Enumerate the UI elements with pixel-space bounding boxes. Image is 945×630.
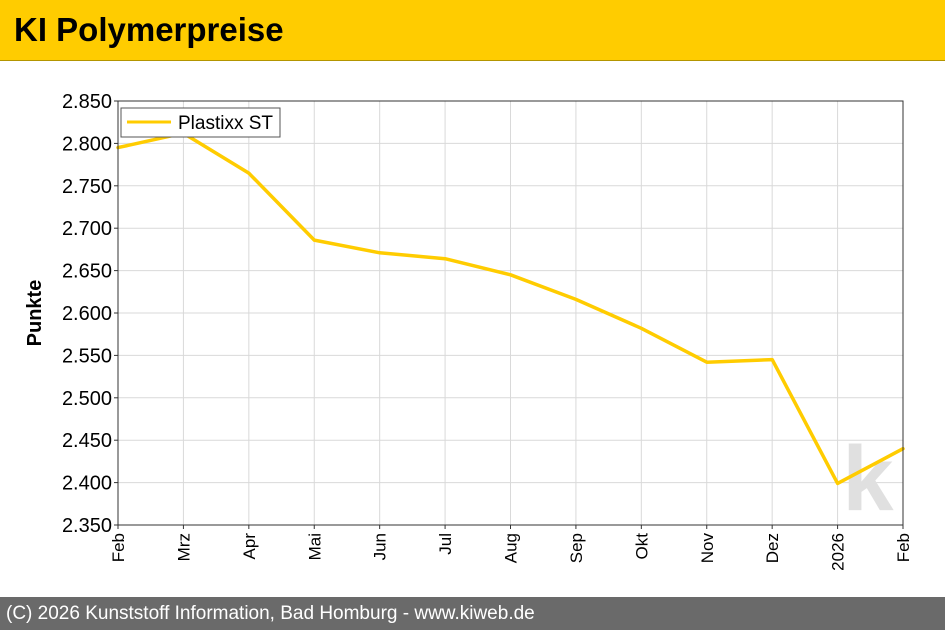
x-axis-ticks: Feb Mrz Apr Mai Jun Jul Aug Sep Okt Nov Dez 2026 Feb (109, 525, 913, 571)
y-tick-label: 2.600 (62, 303, 112, 325)
legend-label: Plastixx ST (178, 113, 273, 134)
series-line-plastixx-st (116, 131, 905, 486)
kiweb-watermark-logo: k (842, 428, 894, 530)
x-tick-label: Mai (305, 533, 324, 560)
x-tick-label: 2026 (829, 533, 848, 571)
page-title: KI Polymerpreise (14, 11, 284, 48)
x-tick-label: Apr (240, 533, 259, 560)
y-tick-label: 2.650 (62, 261, 112, 283)
y-tick-label: 2.350 (62, 515, 112, 537)
copyright-text: (C) 2026 Kunststoff Information, Bad Hom… (6, 603, 535, 624)
x-tick-label: Okt (632, 533, 651, 560)
y-tick-label: 2.400 (62, 473, 112, 495)
x-tick-label: Jul (436, 533, 455, 555)
y-tick-label: 2.800 (62, 133, 112, 155)
x-tick-label: Feb (109, 533, 128, 562)
x-tick-label: Feb (894, 533, 913, 562)
y-tick-label: 2.450 (62, 430, 112, 452)
y-tick-label: 2.700 (62, 218, 112, 240)
header-bar: KI Polymerpreise (0, 0, 945, 61)
y-axis-label: Punkte (24, 280, 46, 347)
y-tick-label: 2.550 (62, 345, 112, 367)
x-tick-label: Sep (567, 533, 586, 563)
y-tick-label: 2.500 (62, 388, 112, 410)
x-tick-label: Aug (502, 533, 521, 563)
x-tick-label: Nov (698, 533, 717, 564)
line-chart: k 2.350 2.400 2.450 2.500 2.550 2.600 2.650 2.7… (24, 91, 913, 571)
x-tick-label: Jun (371, 533, 390, 560)
footer-bar: (C) 2026 Kunststoff Information, Bad Hom… (0, 597, 945, 630)
legend: Plastixx ST (120, 107, 281, 138)
x-tick-label: Dez (763, 533, 782, 563)
y-tick-label: 2.750 (62, 176, 112, 198)
x-tick-label: Mrz (174, 533, 193, 561)
y-axis-ticks: 2.350 2.400 2.450 2.500 2.550 2.600 2.650 2.700… (62, 91, 118, 537)
y-tick-label: 2.850 (62, 91, 112, 113)
series-layer (116, 131, 905, 486)
